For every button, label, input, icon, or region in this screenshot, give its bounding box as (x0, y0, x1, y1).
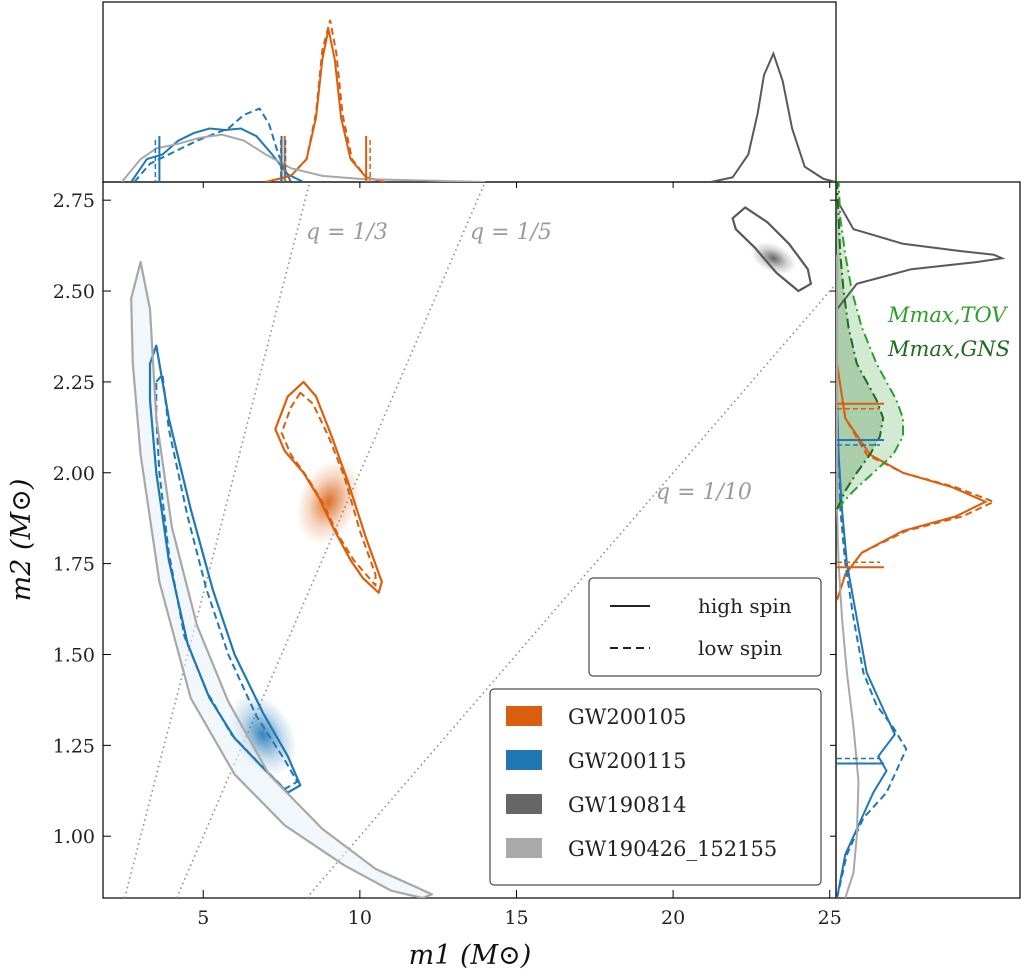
posterior-densities (131, 242, 796, 898)
m2-marginal-gw190426-152155-solid (836, 254, 860, 898)
top-marginal-panel (102, 1, 837, 183)
y-tick-label: 1.50 (53, 644, 95, 666)
m2-credible-interval-ticks (837, 402, 884, 765)
x-axis-ticks: 5 10 15 20 25 (197, 182, 842, 929)
x-tick-label: 5 (197, 907, 209, 929)
legend-swatch-gw200115 (506, 750, 542, 770)
right-marginal-panel: Mmax,TOV Mmax,GNS (835, 181, 1021, 899)
x-tick-label: 10 (348, 907, 372, 929)
right-frame (835, 181, 1021, 899)
m1-marginal-gw190814-solid (710, 50, 836, 182)
y-tick-label: 2.00 (53, 463, 95, 485)
legend-gw200115: GW200115 (568, 749, 687, 773)
y-axis-ticks: 1.00 1.25 1.50 1.75 2.00 2.25 2.50 2.75 (53, 190, 836, 848)
joint-plot-panel: 5 10 15 20 25 1.00 1.25 1.50 1.75 2.00 2.25 2.50 2.… (6, 181, 842, 971)
y-axis-label: m2 (M⊙) (6, 479, 37, 602)
mass-ratio-lines (123, 182, 836, 898)
gns-label: Mmax,GNS (887, 337, 1010, 361)
contour-gw190814 (731, 206, 813, 293)
fill-m-max-gns (837, 182, 884, 510)
m1-marginal-curves (121, 19, 836, 182)
m2-marginal-m-max-tov-dashdot (836, 182, 904, 510)
mmax-filled-regions (837, 182, 903, 510)
q-line-q-1-5 (175, 182, 487, 898)
legend-swatch-gw190814 (506, 794, 542, 814)
contour-gw200105 (274, 380, 383, 594)
legend-high-spin: high spin (698, 594, 792, 618)
x-axis-label: m1 (M⊙) (409, 940, 532, 971)
x-tick-label: 25 (818, 907, 842, 929)
top-frame (102, 1, 837, 183)
y-tick-label: 1.25 (53, 735, 95, 757)
contour-gw200115 (148, 344, 302, 794)
y-tick-label: 1.00 (53, 826, 95, 848)
contour-low-spin-gw200115 (155, 373, 299, 790)
m2-marginal-gw190814-solid (836, 199, 1006, 310)
legend-swatch-gw190426 (506, 838, 542, 858)
m2-marginal-gw200105-dashed (836, 363, 997, 601)
contour-gw190426-152155 (130, 260, 433, 898)
contour-low-spin-gw200105 (280, 391, 377, 587)
m1-marginal-gw190426-152155-solid (121, 133, 486, 182)
m2-marginal-m-max-gns-dashdot (836, 182, 885, 510)
spin-legend-box (588, 577, 822, 677)
y-tick-label: 2.50 (53, 281, 95, 303)
m2-marginal-curves (836, 182, 1006, 898)
m1-marginal-gw200115-solid (130, 127, 304, 182)
y-tick-label: 2.75 (53, 190, 95, 212)
density-peak-gw190814 (750, 242, 796, 275)
m1-marginal-gw200115-dashed (133, 107, 292, 182)
x-tick-label: 15 (504, 907, 528, 929)
y-tick-label: 1.75 (53, 554, 95, 576)
x-tick-label: 20 (661, 907, 685, 929)
spin-legend: high spin low spin (588, 577, 822, 677)
legend-gw190814: GW190814 (568, 793, 687, 817)
q-label-1-10: q = 1/10 (656, 480, 752, 505)
legend-swatch-gw200105 (506, 706, 542, 726)
m1-marginal-gw200105-dashed (265, 19, 386, 182)
tov-label: Mmax,TOV (887, 303, 1008, 327)
fill-m-max-tov (837, 182, 903, 510)
q-label-1-5: q = 1/5 (470, 220, 552, 245)
density-gw190426-152155 (131, 262, 432, 898)
q-label-1-3: q = 1/3 (306, 220, 388, 245)
legend-low-spin: low spin (698, 636, 782, 660)
event-legend-box (489, 688, 822, 886)
m1-credible-interval-ticks (154, 136, 371, 182)
q-line-q-1-10 (306, 282, 836, 898)
m2-marginal-gw200115-dashed (836, 400, 908, 898)
posterior-contours (130, 206, 813, 898)
legend-gw190426: GW190426_152155 (568, 837, 777, 861)
event-legend: GW200105 GW200115 GW190814 GW190426_1521… (489, 688, 822, 886)
legend-gw200105: GW200105 (568, 705, 687, 729)
y-tick-label: 2.25 (53, 372, 95, 394)
